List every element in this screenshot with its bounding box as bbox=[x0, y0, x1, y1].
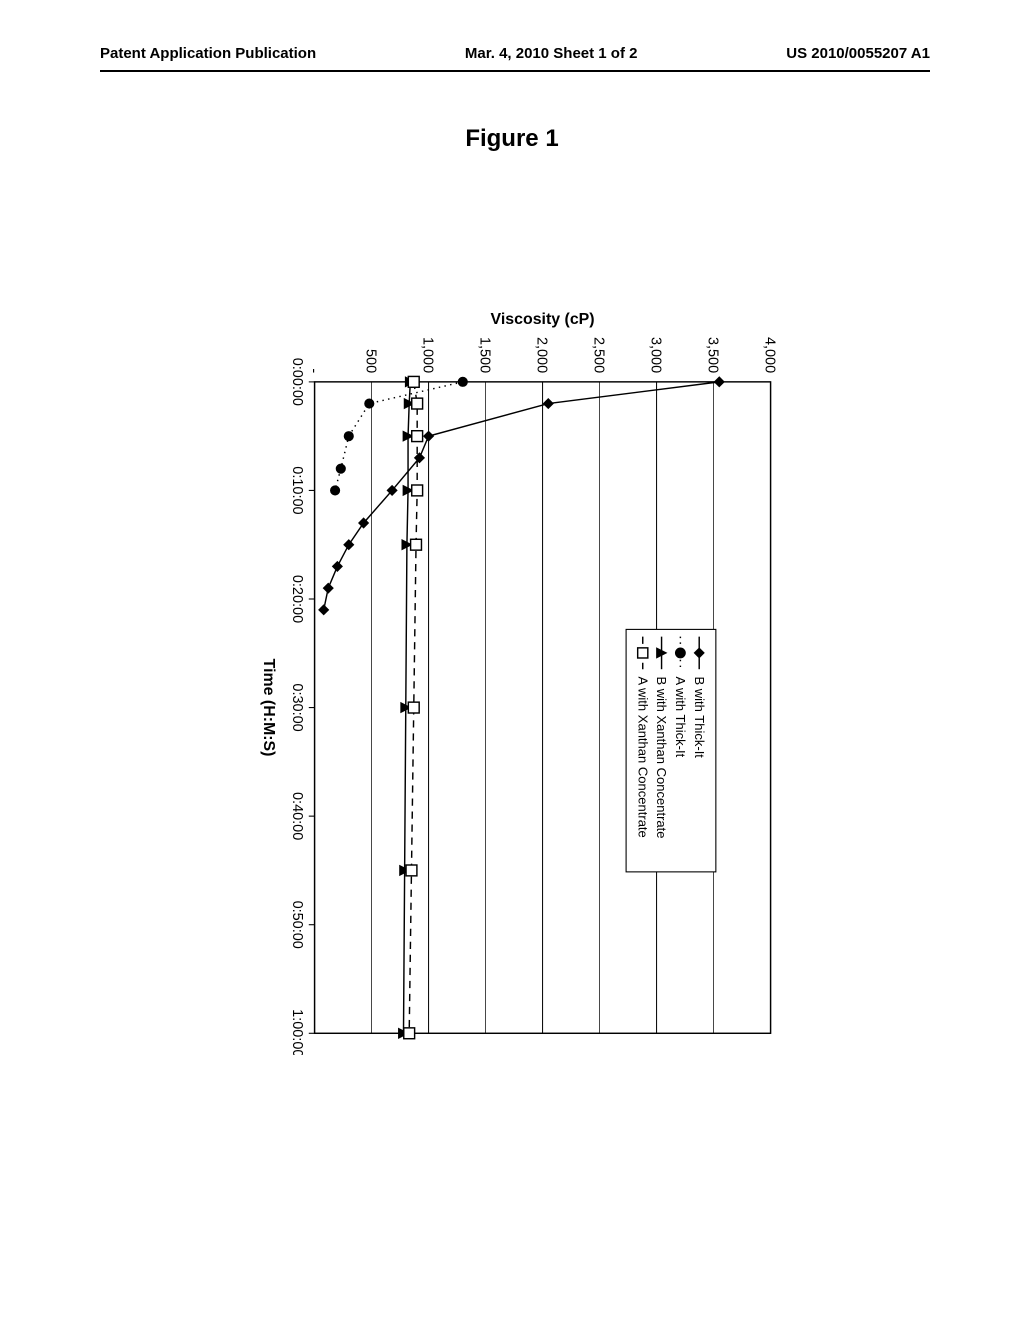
svg-text:2,000: 2,000 bbox=[534, 337, 550, 373]
svg-text:0:40:00: 0:40:00 bbox=[289, 792, 305, 840]
figure-title: Figure 1 bbox=[0, 125, 1024, 153]
svg-text:0:10:00: 0:10:00 bbox=[289, 466, 305, 514]
svg-text:0:50:00: 0:50:00 bbox=[289, 901, 305, 949]
svg-text:0:30:00: 0:30:00 bbox=[289, 683, 305, 731]
page: Patent Application Publication Mar. 4, 2… bbox=[0, 0, 1024, 1320]
series-b_thickit bbox=[319, 377, 725, 615]
header-left: Patent Application Publication bbox=[100, 45, 316, 62]
svg-text:1,000: 1,000 bbox=[420, 337, 436, 373]
svg-text:0:00:00: 0:00:00 bbox=[289, 358, 305, 406]
series-a_thickit bbox=[330, 377, 467, 495]
svg-text:0:20:00: 0:20:00 bbox=[289, 575, 305, 623]
svg-text:2,500: 2,500 bbox=[591, 337, 607, 373]
svg-text:4,000: 4,000 bbox=[762, 337, 778, 373]
svg-text:3,000: 3,000 bbox=[648, 337, 664, 373]
legend: B with Thick-It A with Thick-It B with Xan… bbox=[626, 629, 716, 871]
header: Patent Application Publication Mar. 4, 2… bbox=[100, 45, 930, 62]
viscosity-chart: - 500 1,000 1,500 2,000 2,500 3,000 3,500 4,000 V… bbox=[0, 295, 1024, 1055]
svg-text:Viscosity (cP): Viscosity (cP) bbox=[491, 311, 595, 328]
svg-text:B with Thick-It: B with Thick-It bbox=[692, 676, 707, 758]
header-center: Mar. 4, 2010 Sheet 1 of 2 bbox=[465, 45, 638, 62]
svg-text:1:00:00: 1:00:00 bbox=[289, 1009, 305, 1055]
svg-text:A with Thick-It: A with Thick-It bbox=[673, 676, 688, 757]
svg-text:-: - bbox=[306, 368, 322, 373]
chart-container: - 500 1,000 1,500 2,000 2,500 3,000 3,500 4,000 V… bbox=[0, 295, 1024, 1055]
svg-text:A with Xanthan Concentrate: A with Xanthan Concentrate bbox=[635, 676, 650, 837]
svg-text:500: 500 bbox=[363, 349, 379, 373]
svg-text:3,500: 3,500 bbox=[705, 337, 721, 373]
svg-text:B with Xanthan Concentrate: B with Xanthan Concentrate bbox=[654, 676, 669, 838]
header-right: US 2010/0055207 A1 bbox=[786, 45, 930, 62]
svg-text:Time (H:M:S): Time (H:M:S) bbox=[260, 659, 277, 757]
header-rule bbox=[100, 70, 930, 72]
svg-text:1,500: 1,500 bbox=[477, 337, 493, 373]
